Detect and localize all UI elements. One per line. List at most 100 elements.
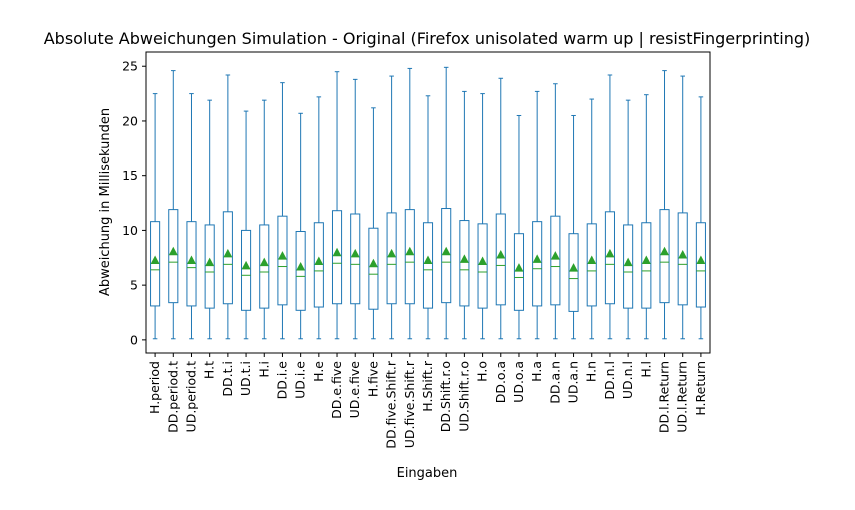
box-UD.n.l xyxy=(623,99,634,340)
box-H.o xyxy=(477,93,488,340)
mean-marker xyxy=(223,248,233,258)
mean-marker xyxy=(296,262,306,271)
x-tick-label: DD.t.i xyxy=(220,361,235,397)
box-DD.t.i xyxy=(222,74,233,340)
x-tick-label: DD.a.n xyxy=(547,361,562,404)
box-UD.five.Shift.r xyxy=(404,67,415,340)
box-DD.a.n xyxy=(550,83,561,340)
x-tick-label: DD.n.l xyxy=(602,361,617,400)
iqr-box xyxy=(404,209,415,305)
x-tick-label: H.five xyxy=(365,361,380,397)
iqr-box xyxy=(313,222,324,308)
x-tick-label: UD.n.l xyxy=(620,361,635,399)
iqr-box xyxy=(641,222,652,309)
iqr-box xyxy=(204,224,215,309)
x-tick-label: H.i xyxy=(256,361,271,378)
mean-marker xyxy=(150,255,160,264)
mean-marker xyxy=(259,257,269,267)
mean-marker xyxy=(496,249,506,259)
mean-marker xyxy=(605,248,615,258)
mean-marker xyxy=(168,246,178,256)
mean-marker xyxy=(514,263,524,272)
mean-marker xyxy=(660,246,670,256)
y-tick-label: 20 xyxy=(122,113,138,128)
mean-marker xyxy=(532,254,542,263)
y-tick-label: 5 xyxy=(130,278,138,293)
box-UD.t.i xyxy=(241,110,252,340)
x-tick-label: UD.a.n xyxy=(566,361,581,403)
x-tick-label: H.Shift.r xyxy=(420,360,435,412)
y-tick-label: 10 xyxy=(122,223,138,238)
x-tick-label: UD.l.Return xyxy=(675,361,690,433)
x-tick-label: DD.o.a xyxy=(493,361,508,403)
mean-marker xyxy=(569,263,579,272)
iqr-box xyxy=(677,212,688,306)
x-tick-label: H.e xyxy=(311,361,326,382)
iqr-box xyxy=(331,210,343,305)
x-tick-label: DD.five.Shift.r xyxy=(384,360,399,449)
x-tick-label: DD.period.t xyxy=(165,361,180,433)
iqr-box xyxy=(168,209,179,304)
mean-marker xyxy=(241,260,251,270)
x-tick-label: UD.e.five xyxy=(347,361,362,419)
iqr-box xyxy=(695,222,706,308)
mean-marker xyxy=(550,251,560,260)
plot-area xyxy=(150,66,706,340)
box-DD.n.l xyxy=(604,74,615,340)
mean-marker xyxy=(441,246,451,256)
box-UD.l.Return xyxy=(677,75,688,340)
box-DD.o.a xyxy=(495,77,506,340)
x-tick-label: H.n xyxy=(584,361,599,382)
mean-marker xyxy=(332,247,342,257)
box-DD.i.e xyxy=(277,82,288,340)
iqr-box xyxy=(350,213,361,305)
iqr-box xyxy=(150,221,161,307)
x-tick-label: H.period xyxy=(147,361,162,414)
iqr-box xyxy=(368,227,379,310)
box-H.n xyxy=(586,98,597,340)
x-tick-label: H.o xyxy=(475,361,490,382)
iqr-box xyxy=(513,233,525,311)
mean-marker xyxy=(405,246,415,256)
box-UD.i.e xyxy=(295,112,306,340)
iqr-box xyxy=(295,231,306,311)
box-UD.o.a xyxy=(513,114,525,340)
mean-marker xyxy=(641,255,651,264)
box-DD.period.t xyxy=(168,70,179,340)
iqr-box xyxy=(186,221,197,307)
box-UD.Shift.r.o xyxy=(459,90,470,340)
box-H.t xyxy=(204,99,215,340)
box-H.i xyxy=(259,99,270,340)
x-axis: H.period DD.period.t UD.period.t H.t DD.t.i U… xyxy=(147,353,708,449)
mean-marker xyxy=(314,256,324,266)
x-tick-label: UD.five.Shift.r xyxy=(402,360,417,448)
iqr-box xyxy=(532,221,543,307)
y-tick-label: 0 xyxy=(130,332,138,347)
x-tick-label: H.l xyxy=(638,361,653,378)
mean-marker xyxy=(205,257,215,267)
x-tick-label: DD.Shift.r.o xyxy=(438,361,453,432)
iqr-box xyxy=(477,223,488,309)
x-tick-label: UD.i.e xyxy=(293,361,308,399)
iqr-box xyxy=(459,220,470,307)
chart-title: Absolute Abweichungen Simulation - Origi… xyxy=(44,29,811,48)
x-tick-label: UD.t.i xyxy=(238,361,253,396)
mean-marker xyxy=(277,251,287,260)
y-tick-label: 25 xyxy=(122,59,138,74)
iqr-box xyxy=(495,213,506,306)
box-H.e xyxy=(313,96,324,340)
x-axis-label: Eingaben xyxy=(397,466,458,481)
x-tick-label: DD.l.Return xyxy=(657,361,672,433)
box-UD.e.five xyxy=(350,78,361,340)
box-H.period xyxy=(150,93,161,340)
box-DD.l.Return xyxy=(659,70,670,340)
iqr-box xyxy=(568,233,579,312)
x-tick-label: UD.period.t xyxy=(183,361,198,433)
mean-marker xyxy=(350,248,360,258)
y-axis: 0 5 10 15 20 25 xyxy=(122,59,146,347)
iqr-box xyxy=(659,209,670,304)
box-H.Shift.r xyxy=(422,95,434,340)
x-tick-label: H.Return xyxy=(693,361,708,416)
mean-marker xyxy=(696,255,706,264)
iqr-box xyxy=(277,215,288,306)
